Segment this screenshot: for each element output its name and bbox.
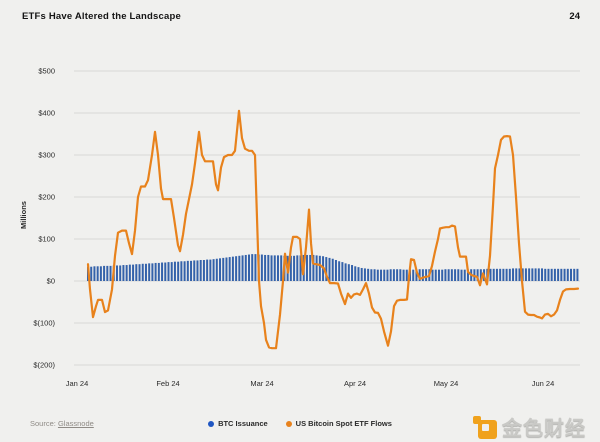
legend-item-btc-issuance: BTC Issuance <box>208 419 268 428</box>
svg-text:$(200): $(200) <box>33 361 55 370</box>
golden-finance-logo-text: 金色财经 <box>502 418 586 440</box>
legend-item-etf-flows: US Bitcoin Spot ETF Flows <box>285 419 392 428</box>
legend-label: BTC Issuance <box>218 419 268 428</box>
chart-footer: Source: Glassnode BTC Issuance US Bitcoi… <box>0 412 600 442</box>
svg-text:$100: $100 <box>38 235 55 244</box>
svg-text:May 24: May 24 <box>434 379 459 388</box>
svg-text:$200: $200 <box>38 193 55 202</box>
svg-text:Jun 24: Jun 24 <box>532 379 555 388</box>
source-link[interactable]: Glassnode <box>57 419 94 428</box>
svg-text:$400: $400 <box>38 109 55 118</box>
etf-flows-chart: $500 $400 $300 $200 $100 $0 $(100) $(200) Millio… <box>19 67 580 388</box>
btc-issuance-dot-icon <box>208 420 215 427</box>
svg-text:Millions: Millions <box>19 201 28 229</box>
svg-text:Mar 24: Mar 24 <box>250 379 273 388</box>
svg-text:$500: $500 <box>38 67 55 76</box>
svg-text:Apr 24: Apr 24 <box>344 379 366 388</box>
legend-label: US Bitcoin Spot ETF Flows <box>295 419 392 428</box>
page-title: ETFs Have Altered the Landscape <box>22 11 181 22</box>
golden-finance-logo-icon <box>473 414 498 439</box>
golden-finance-watermark: 金色财经 <box>473 412 586 441</box>
page-number: 24 <box>569 11 580 22</box>
svg-text:Jan 24: Jan 24 <box>66 379 89 388</box>
source-prefix: Source: <box>30 419 58 428</box>
etf-flows-dot-icon <box>285 420 292 427</box>
svg-text:$(100): $(100) <box>33 319 55 328</box>
svg-text:$300: $300 <box>38 151 55 160</box>
source-note: Source: Glassnode <box>30 419 94 428</box>
svg-text:$0: $0 <box>47 277 55 286</box>
svg-text:Feb 24: Feb 24 <box>156 379 179 388</box>
